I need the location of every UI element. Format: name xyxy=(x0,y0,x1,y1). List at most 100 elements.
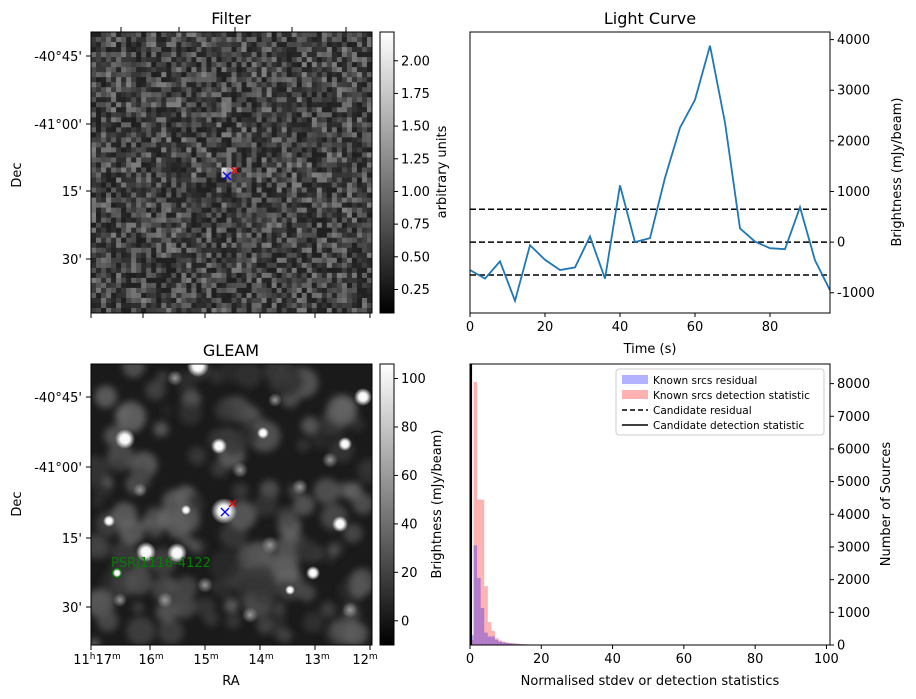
ra-tick-label: 15m xyxy=(193,652,218,668)
histogram-bar xyxy=(502,641,506,645)
colorbar-tick-label: 2.00 xyxy=(401,54,430,69)
x-tick-label: 20 xyxy=(533,652,550,667)
histogram-bar xyxy=(494,639,499,645)
y-tick-label: 3000 xyxy=(837,540,870,555)
histogram-legend: Known srcs residual Known srcs detection … xyxy=(615,368,825,436)
x-tick-label: 0 xyxy=(466,652,474,667)
histogram-frame xyxy=(469,363,831,646)
psr-label: PSRJ1116-4122 xyxy=(111,556,211,571)
filter-frame xyxy=(90,31,373,314)
colorbar-tick-label: 1.00 xyxy=(401,185,430,200)
histogram-bar xyxy=(487,636,492,645)
gleam-title: GLEAM xyxy=(203,341,259,360)
ra-tick-label: 11h17m xyxy=(73,652,121,668)
histogram-panel: 0 20 40 60 80 1000100020003000400050006000700… xyxy=(466,363,894,689)
y-tick-label: 0 xyxy=(837,236,845,251)
gleam-dec-label: Dec xyxy=(10,491,25,516)
colorbar-gradient xyxy=(379,31,395,314)
colorbar-tick-label: 1.25 xyxy=(401,152,430,167)
y-tick-label: 6000 xyxy=(837,442,870,457)
legend-label: Candidate residual xyxy=(653,405,752,417)
gleam-dec-tick-label: 15' xyxy=(62,532,82,547)
y-tick-label: 5000 xyxy=(837,475,870,490)
filter-dec-tick-label: -41°00' xyxy=(34,118,82,133)
x-tick-label: 40 xyxy=(604,652,621,667)
x-tick-label: 0 xyxy=(466,320,474,335)
legend-swatch xyxy=(622,375,648,384)
histogram-bar xyxy=(473,545,478,645)
light-curve-plot: 0 20 40 60 80 -1000 0 1000 2000 3000 4000 xyxy=(466,33,875,335)
histogram-bar xyxy=(498,641,503,645)
psr-marker xyxy=(111,567,123,579)
filter-candidate-marker xyxy=(222,171,232,181)
gleam-ra-label: RA xyxy=(222,674,240,689)
gleam-ra-ticks xyxy=(90,645,371,650)
filter-ra-ticks xyxy=(90,27,371,318)
y-tick-label: 1000 xyxy=(837,606,870,621)
gleam-colorbar-label: Brightness (mJy/beam) xyxy=(430,430,445,579)
colorbar-tick-label: 40 xyxy=(401,517,418,532)
histogram-bar xyxy=(505,642,510,645)
gleam-panel: GLEAM xyxy=(10,341,445,689)
colorbar-gradient xyxy=(379,363,395,646)
histogram-bar xyxy=(509,643,513,645)
histogram-bar xyxy=(473,381,478,645)
y-tick-label: 0 xyxy=(837,639,845,654)
filter-dec-tick-label: 30' xyxy=(62,253,82,268)
filter-dec-tick-label: 15' xyxy=(62,185,82,200)
light-curve-title: Light Curve xyxy=(604,9,696,28)
ra-tick-label: 12m xyxy=(352,652,377,668)
histogram-bar xyxy=(505,643,510,645)
y-tick-label: 7000 xyxy=(837,410,870,425)
legend-label: Known srcs residual xyxy=(653,375,757,387)
x-tick-label: 60 xyxy=(676,652,693,667)
y-tick-label: 1000 xyxy=(837,185,870,200)
gleam-ra-tick-labels: 11h17m 16m 15m 14m 13m 12m xyxy=(73,652,377,668)
filter-colorbar-label: arbitrary units xyxy=(435,125,450,218)
histogram-bar xyxy=(480,499,485,645)
colorbar-tick-label: 0.25 xyxy=(401,283,430,298)
ra-tick-label: 14m xyxy=(248,652,273,668)
colorbar-tick-label: 1.50 xyxy=(401,120,430,135)
histogram-bar xyxy=(498,640,503,645)
filter-colorbar: 0.25 0.50 0.75 1.00 1.25 1.50 1.75 2.00 xyxy=(379,31,430,314)
histogram-bar xyxy=(494,638,499,645)
gleam-candidate-marker xyxy=(220,507,230,517)
legend-swatch xyxy=(622,390,648,399)
gleam-catalogue-marker xyxy=(228,499,237,508)
histogram-bar xyxy=(512,643,517,645)
colorbar-tick-label: 60 xyxy=(401,469,418,484)
y-tick-label: 8000 xyxy=(837,377,870,392)
colorbar-tick-label: 20 xyxy=(401,566,418,581)
y-tick-label: 4000 xyxy=(837,33,870,48)
histogram-bar xyxy=(491,630,495,645)
x-tick-label: 20 xyxy=(537,320,554,335)
histogram-bar xyxy=(484,586,488,645)
colorbar-tick-label: 0.75 xyxy=(401,218,430,233)
light-curve-frame xyxy=(469,31,831,314)
y-tick-label: 2000 xyxy=(837,573,870,588)
gleam-dec-ticks xyxy=(86,396,91,608)
light-curve-panel: Light Curve 0 20 40 60 80 -1000 0 1000 2000 3000 4… xyxy=(466,9,905,357)
histogram-bar xyxy=(512,643,517,645)
histogram-bar xyxy=(477,578,481,645)
colorbar-tick-label: 0.50 xyxy=(401,250,430,265)
filter-panel: Filter -40°45' -41°00' 15' 30' Dec 0.250… xyxy=(10,9,450,318)
histogram-bar xyxy=(480,608,485,645)
filter-title: Filter xyxy=(211,9,251,28)
histogram-bar xyxy=(509,643,513,645)
x-tick-label: 60 xyxy=(687,320,704,335)
y-tick-label: 4000 xyxy=(837,508,870,523)
colorbar-tick-label: 80 xyxy=(401,420,418,435)
gleam-dec-tick-label: -40°45' xyxy=(34,391,82,406)
colorbar-tick-label: 100 xyxy=(401,372,426,387)
x-tick-label: 80 xyxy=(762,320,779,335)
gleam-colorbar: 0 20 40 60 80 100 xyxy=(379,363,426,646)
gleam-dec-tick-label: -41°00' xyxy=(34,461,82,476)
ra-tick-label: 13m xyxy=(304,652,329,668)
filter-catalogue-marker xyxy=(230,166,239,175)
colorbar-tick-label: 1.75 xyxy=(401,87,430,102)
legend-label: Candidate detection statistic xyxy=(653,420,805,432)
y-tick-label: 2000 xyxy=(837,134,870,149)
